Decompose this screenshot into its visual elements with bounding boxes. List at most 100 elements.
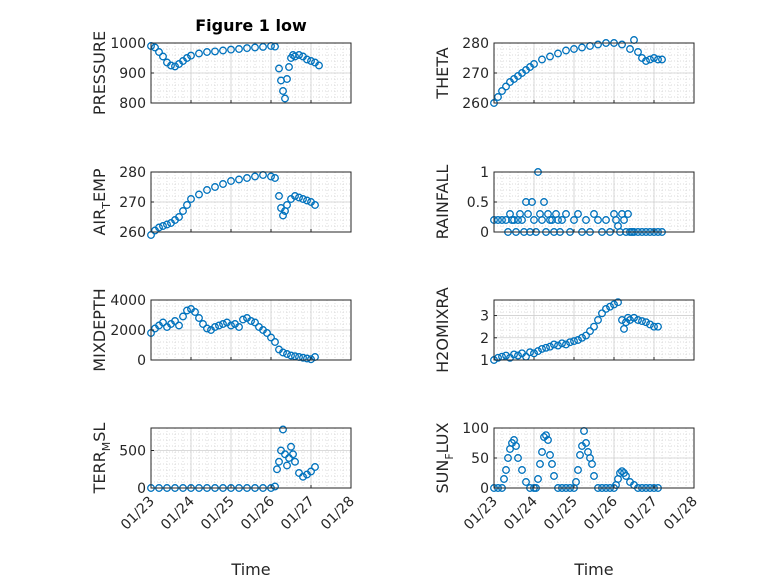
data-point (502, 82, 510, 91)
data-point (526, 348, 534, 357)
data-point (311, 463, 319, 471)
data-point (616, 469, 624, 477)
data-point (203, 48, 211, 56)
data-point (650, 54, 658, 62)
data-point (586, 327, 594, 336)
data-point (570, 45, 578, 53)
data-point (542, 431, 550, 440)
data-point (281, 94, 289, 103)
data-point (299, 472, 307, 481)
data-point (219, 320, 227, 328)
y-tick-label: 2 (480, 331, 489, 347)
data-point (498, 216, 506, 224)
data-point (289, 450, 297, 459)
data-point (582, 439, 590, 447)
data-point (247, 317, 255, 325)
data-point (179, 312, 187, 321)
data-point (590, 322, 598, 331)
data-point (155, 223, 163, 232)
data-point (546, 342, 554, 351)
data-point (606, 302, 614, 311)
y-axis-label-subscript: T (100, 202, 113, 210)
data-point (179, 207, 187, 215)
data-point (239, 315, 247, 324)
data-point (562, 46, 570, 55)
data-point (183, 201, 191, 209)
data-point (275, 457, 283, 466)
data-point (183, 306, 191, 315)
x-tick-label: 01/27 (621, 494, 661, 534)
x-axis-label-left: Time (230, 560, 270, 579)
data-point (195, 49, 203, 58)
data-point (530, 216, 538, 224)
y-tick-label: 3 (480, 309, 489, 325)
data-point (654, 55, 662, 64)
x-tick-label: 01/28 (661, 494, 701, 534)
data-point (574, 466, 582, 474)
data-point (546, 52, 554, 61)
y-axis-label-main: TERR (90, 451, 109, 494)
y-axis-label-subscript: F (443, 453, 456, 459)
data-point (287, 351, 295, 360)
data-point (614, 298, 622, 307)
data-point (243, 174, 251, 182)
data-point (512, 442, 520, 450)
data-point (530, 349, 538, 358)
data-point (534, 347, 542, 356)
data-point (638, 317, 646, 326)
data-point (211, 183, 219, 191)
y-tick-label: 280 (119, 165, 146, 181)
y-tick-label: 0 (137, 481, 146, 497)
data-point (554, 216, 562, 224)
data-point (299, 353, 307, 362)
data-point (498, 87, 506, 95)
data-point (311, 201, 319, 209)
data-point (195, 314, 203, 322)
y-tick-label: 800 (119, 96, 146, 112)
data-point (279, 211, 287, 220)
data-point (303, 55, 311, 64)
data-point (540, 198, 548, 206)
data-point (574, 210, 582, 218)
data-series (147, 305, 319, 364)
data-point (626, 45, 634, 53)
data-point (155, 48, 163, 56)
data-point (510, 216, 518, 224)
data-point (259, 42, 267, 51)
data-point (175, 321, 183, 330)
data-point (151, 43, 159, 52)
subplot-2: 260 270 280 THETA (433, 36, 695, 112)
data-point (602, 304, 610, 313)
data-point (570, 216, 578, 224)
data-point (590, 210, 598, 218)
data-point (646, 320, 654, 329)
axes-box (493, 299, 695, 361)
data-point (199, 320, 207, 328)
y-axis-label-main: AIR (90, 209, 109, 236)
subplot-4: 0 0.5 1 RAINFALL (433, 165, 695, 241)
data-point (528, 198, 536, 206)
y-tick-label: 0 (480, 225, 489, 241)
data-point (283, 75, 291, 83)
data-point (530, 60, 538, 68)
axes-box (150, 427, 352, 489)
data-point (538, 448, 546, 456)
data-point (267, 333, 275, 342)
x-tick-label: 01/26 (238, 493, 278, 533)
y-axis-label-rest: LUX (433, 422, 452, 453)
data-point (522, 478, 530, 486)
data-point (243, 44, 251, 53)
data-point (538, 216, 546, 224)
data-point (658, 55, 666, 64)
data-point (211, 47, 219, 56)
data-point (227, 321, 235, 330)
data-point (546, 451, 554, 459)
data-point (536, 460, 544, 468)
data-point (510, 350, 518, 359)
data-point (251, 172, 259, 181)
data-point (251, 318, 259, 327)
data-point (159, 318, 167, 327)
data-point (494, 93, 502, 101)
